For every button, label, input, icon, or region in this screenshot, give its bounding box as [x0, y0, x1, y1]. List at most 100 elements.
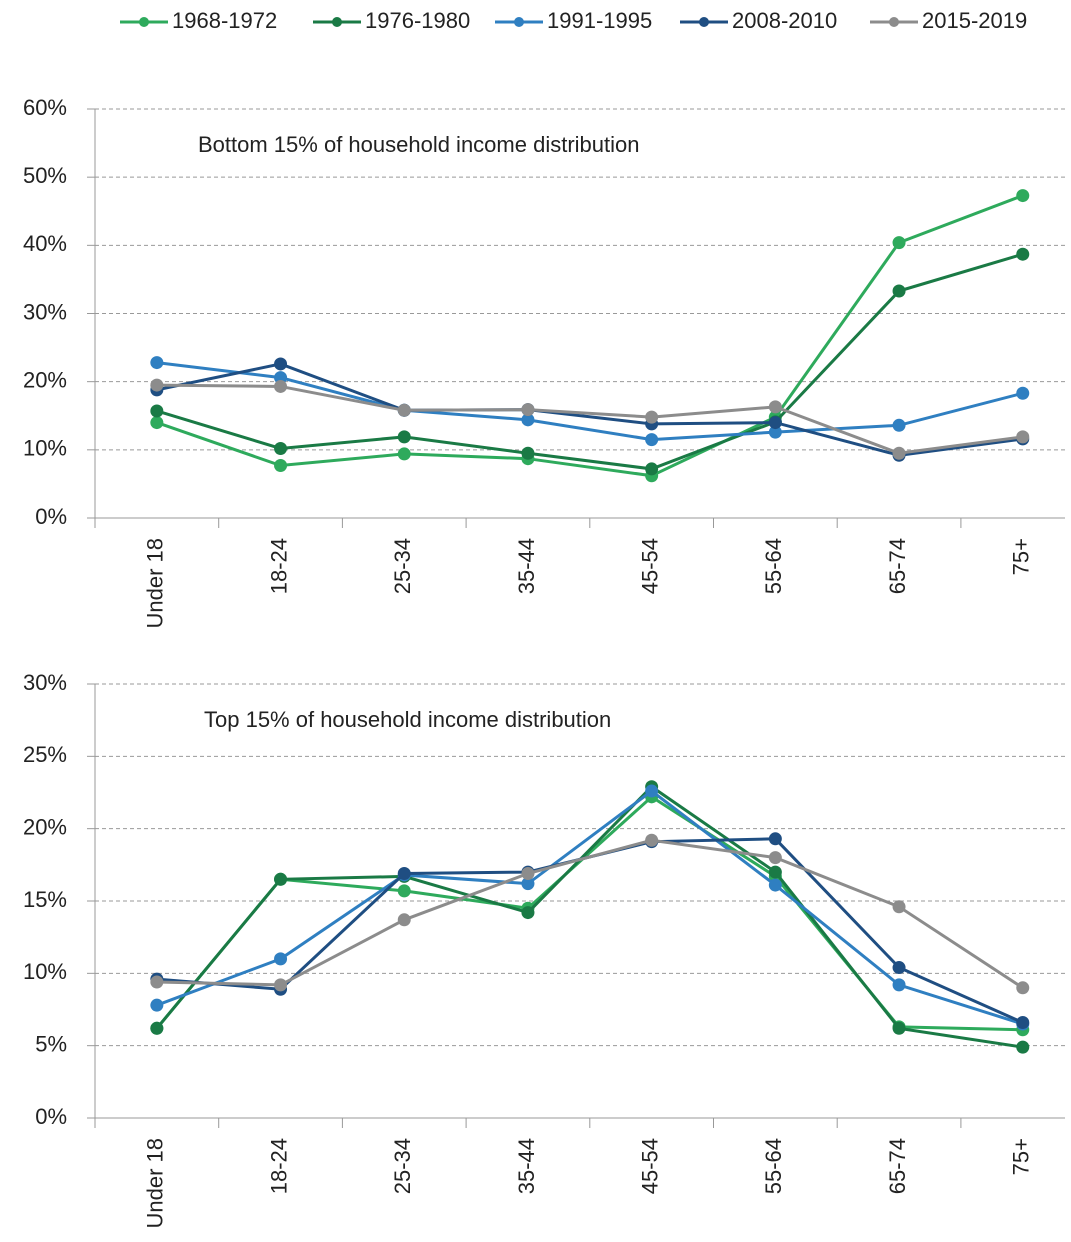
data-point [892, 446, 906, 460]
y-tick-label: 50% [23, 163, 67, 188]
data-point [645, 462, 659, 476]
series-line [156, 194, 1024, 478]
data-point [1016, 189, 1030, 203]
x-tick-label: 55-64 [761, 538, 786, 594]
x-tick-label: 75+ [1009, 538, 1034, 575]
y-tick-label: 15% [23, 887, 67, 912]
data-point [150, 356, 164, 370]
data-point [1016, 430, 1030, 444]
data-point [892, 900, 906, 914]
data-point [645, 784, 659, 798]
x-tick-label: 18-24 [266, 1138, 291, 1194]
data-point [768, 400, 782, 414]
y-tick-label: 20% [23, 367, 67, 392]
x-tick-label: 35-44 [514, 1138, 539, 1194]
data-point [1016, 1040, 1030, 1054]
data-point [397, 430, 411, 444]
legend-label: 2015-2019 [922, 8, 1027, 33]
legend-marker [332, 17, 342, 27]
data-point [521, 867, 535, 881]
data-point [892, 284, 906, 298]
y-tick-label: 30% [23, 299, 67, 324]
data-point [892, 1021, 906, 1035]
legend-marker [889, 17, 899, 27]
data-point [645, 833, 659, 847]
legend-marker [514, 17, 524, 27]
data-point [274, 872, 288, 886]
x-tick-label: 25-34 [390, 1138, 415, 1194]
data-point [892, 961, 906, 975]
series-line [156, 837, 1024, 1024]
data-point [150, 404, 164, 418]
data-point [892, 418, 906, 432]
legend-marker [699, 17, 709, 27]
data-point [274, 357, 288, 371]
legend-label: 1991-1995 [547, 8, 652, 33]
data-point [645, 410, 659, 424]
data-point [521, 446, 535, 460]
y-tick-label: 0% [35, 504, 67, 529]
data-point [521, 413, 535, 427]
data-point [397, 867, 411, 881]
series-line [156, 383, 1023, 455]
data-point [521, 403, 535, 417]
series-line [156, 838, 1024, 990]
data-point [768, 416, 782, 430]
series-line [156, 789, 1024, 1026]
y-tick-label: 25% [23, 742, 67, 767]
series-line [155, 794, 1023, 1032]
annotation: Bottom 15% of household income distribut… [198, 132, 639, 157]
annotation: Top 15% of household income distribution [204, 707, 611, 732]
x-tick-label: Under 18 [143, 538, 168, 629]
data-point [521, 906, 535, 920]
data-point [645, 433, 659, 447]
data-point [150, 998, 164, 1012]
y-tick-label: 0% [35, 1104, 67, 1129]
data-point [150, 416, 164, 430]
legend-label: 1968-1972 [172, 8, 277, 33]
x-tick-label: 45-54 [637, 1138, 662, 1194]
data-point [397, 884, 411, 898]
data-point [150, 378, 164, 392]
y-tick-label: 60% [23, 95, 67, 120]
x-tick-label: 75+ [1009, 1138, 1034, 1175]
data-point [768, 832, 782, 846]
y-tick-label: 10% [23, 959, 67, 984]
data-point [150, 1021, 164, 1035]
y-tick-label: 5% [35, 1031, 67, 1056]
x-tick-label: 65-74 [885, 1138, 910, 1194]
data-point [892, 236, 906, 250]
data-point [397, 447, 411, 461]
data-point [521, 877, 535, 891]
data-point [768, 865, 782, 879]
x-tick-label: 65-74 [885, 538, 910, 594]
data-point [768, 851, 782, 865]
data-point [768, 878, 782, 892]
data-point [1016, 1016, 1030, 1030]
x-tick-label: 25-34 [390, 538, 415, 594]
y-tick-label: 40% [23, 231, 67, 256]
y-tick-label: 10% [23, 436, 67, 461]
x-tick-label: 55-64 [761, 1138, 786, 1194]
data-point [274, 441, 288, 455]
data-point [1016, 386, 1030, 400]
data-point [768, 425, 782, 439]
y-tick-label: 30% [23, 670, 67, 695]
data-point [274, 978, 288, 992]
x-tick-label: 35-44 [514, 538, 539, 594]
data-point [274, 379, 288, 393]
x-tick-label: Under 18 [143, 1138, 168, 1229]
series-line [156, 252, 1024, 471]
legend-label: 1976-1980 [365, 8, 470, 33]
legend-marker [139, 17, 149, 27]
data-point [274, 952, 288, 966]
series-line [156, 362, 1023, 457]
data-point [274, 459, 288, 473]
y-tick-label: 20% [23, 814, 67, 839]
data-point [1016, 981, 1030, 995]
x-tick-label: 18-24 [266, 538, 291, 594]
series-line [156, 361, 1024, 442]
series-line [155, 784, 1023, 1049]
